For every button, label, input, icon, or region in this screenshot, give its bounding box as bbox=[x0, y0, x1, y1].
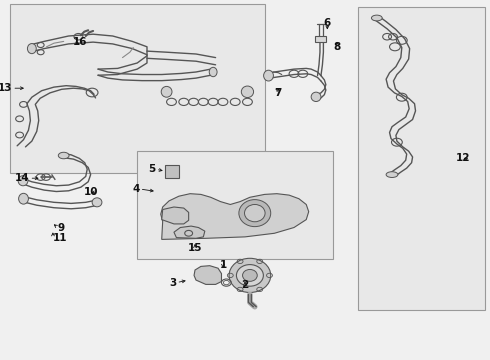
Text: 12: 12 bbox=[456, 153, 470, 163]
Polygon shape bbox=[161, 194, 309, 239]
Ellipse shape bbox=[237, 265, 264, 286]
Ellipse shape bbox=[311, 92, 321, 102]
Ellipse shape bbox=[243, 269, 257, 282]
Text: 16: 16 bbox=[73, 37, 87, 48]
Text: 9: 9 bbox=[58, 222, 65, 233]
Text: 2: 2 bbox=[242, 280, 248, 290]
Ellipse shape bbox=[241, 86, 254, 98]
Text: 3: 3 bbox=[169, 278, 176, 288]
Bar bbox=[315, 36, 326, 42]
Bar bbox=[358, 7, 485, 310]
Bar bbox=[265, 4, 358, 166]
Text: 8: 8 bbox=[334, 42, 341, 52]
Bar bbox=[10, 4, 265, 173]
Ellipse shape bbox=[209, 67, 217, 77]
Text: 14: 14 bbox=[15, 173, 29, 183]
Ellipse shape bbox=[239, 199, 270, 227]
FancyBboxPatch shape bbox=[165, 165, 179, 178]
Ellipse shape bbox=[19, 193, 28, 204]
Text: 1: 1 bbox=[220, 260, 226, 270]
Text: 13: 13 bbox=[0, 83, 12, 93]
Bar bbox=[137, 151, 333, 259]
Text: 5: 5 bbox=[148, 164, 156, 174]
Ellipse shape bbox=[229, 258, 270, 292]
Polygon shape bbox=[194, 266, 221, 284]
Ellipse shape bbox=[371, 15, 382, 21]
Text: 7: 7 bbox=[274, 88, 282, 98]
Text: 10: 10 bbox=[83, 186, 98, 197]
Text: 4: 4 bbox=[132, 184, 140, 194]
Ellipse shape bbox=[264, 70, 273, 81]
Text: 15: 15 bbox=[188, 243, 202, 253]
Polygon shape bbox=[162, 207, 189, 224]
Ellipse shape bbox=[386, 172, 398, 177]
Ellipse shape bbox=[245, 204, 265, 222]
Text: 11: 11 bbox=[53, 233, 68, 243]
Polygon shape bbox=[174, 226, 205, 238]
Ellipse shape bbox=[58, 152, 69, 159]
Ellipse shape bbox=[92, 198, 102, 207]
Ellipse shape bbox=[161, 86, 172, 97]
Ellipse shape bbox=[18, 176, 28, 186]
Ellipse shape bbox=[27, 44, 36, 54]
Text: 6: 6 bbox=[324, 18, 331, 28]
